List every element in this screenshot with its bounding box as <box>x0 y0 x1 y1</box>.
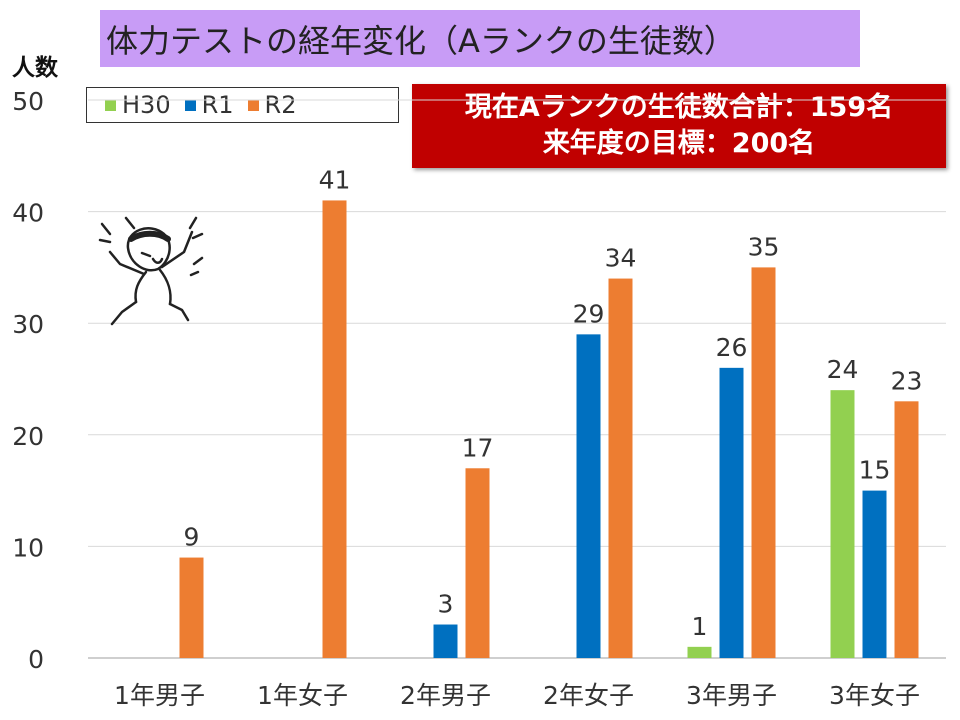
bar <box>862 490 887 658</box>
legend-label-r1: R1 <box>201 91 234 119</box>
x-tick-label: 2年女子 <box>543 681 634 710</box>
data-label: 29 <box>573 299 605 328</box>
y-tick-label: 40 <box>12 199 44 228</box>
legend-swatch-r2 <box>247 99 259 111</box>
legend-swatch-h30 <box>105 99 116 111</box>
x-tick-label: 1年男子 <box>114 681 205 710</box>
legend-label-h30: H30 <box>122 91 171 119</box>
legend-item-r2: R2 <box>247 91 297 119</box>
bar <box>322 200 347 658</box>
x-tick-label: 1年女子 <box>257 681 348 710</box>
x-tick-label: 2年男子 <box>400 681 491 710</box>
data-label: 1 <box>692 612 708 641</box>
y-tick-label: 20 <box>12 422 44 451</box>
x-tick-label: 3年女子 <box>829 681 920 710</box>
chart-title-text: 体力テストの経年変化（Aランクの生徒数） <box>106 21 736 60</box>
bar <box>465 468 490 658</box>
legend-swatch-r1 <box>184 99 196 111</box>
data-label: 26 <box>716 333 748 362</box>
y-tick-label: 10 <box>12 533 44 562</box>
data-label: 3 <box>438 590 454 619</box>
bar <box>830 390 855 658</box>
data-label: 41 <box>319 165 351 194</box>
bar <box>433 624 458 658</box>
bar <box>687 646 712 658</box>
y-tick-label: 30 <box>12 310 44 339</box>
y-tick-label: 0 <box>28 645 44 674</box>
legend-item-r1: R1 <box>184 91 234 119</box>
bar <box>608 278 633 658</box>
y-axis-unit-label: 人数 <box>12 55 58 81</box>
x-tick-label: 3年男子 <box>686 681 777 710</box>
bar <box>751 267 776 658</box>
bar <box>576 334 601 658</box>
data-label: 35 <box>748 232 780 261</box>
chart-title: 体力テストの経年変化（Aランクの生徒数） <box>100 10 860 67</box>
data-label: 9 <box>184 523 200 552</box>
bar <box>719 367 744 658</box>
data-label: 24 <box>827 355 859 384</box>
summary-banner: 現在Aランクの生徒数合計：159名 来年度の目標：200名 <box>412 84 946 168</box>
legend-label-r2: R2 <box>264 91 297 119</box>
data-label: 23 <box>891 366 923 395</box>
chart-legend: H30 R1 R2 <box>86 87 399 123</box>
bar <box>179 557 204 658</box>
y-tick-label: 50 <box>12 87 44 116</box>
summary-target-text: 来年度の目標：200名 <box>542 128 816 159</box>
summary-total-text: 現在Aランクの生徒数合計：159名 <box>464 92 894 123</box>
data-label: 17 <box>462 433 494 462</box>
cheering-character-icon <box>98 216 204 326</box>
bar <box>894 401 919 658</box>
data-label: 15 <box>859 456 891 485</box>
legend-item-h30: H30 <box>105 91 171 119</box>
data-label: 34 <box>605 244 637 273</box>
